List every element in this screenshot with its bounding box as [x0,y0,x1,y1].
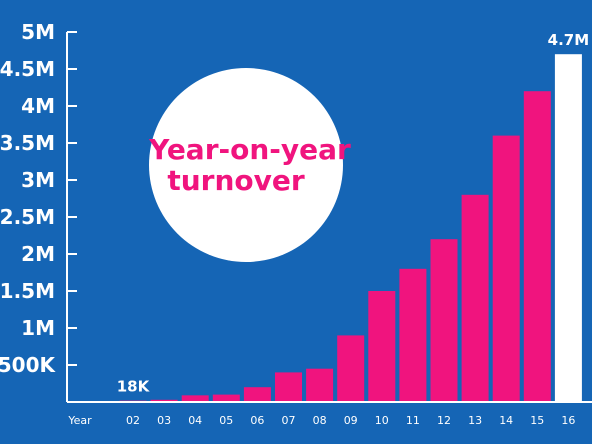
bars [119,54,582,402]
x-tick-label-06: 06 [250,414,264,427]
x-tick-label-11: 11 [406,414,420,427]
bar-13 [461,194,489,402]
x-tick-label-09: 09 [344,414,358,427]
y-tick-label-7: 4M [21,94,55,118]
bar-15 [523,91,551,402]
x-tick-label-15: 15 [530,414,544,427]
y-tick-label-4: 2.5M [0,205,55,229]
y-tick-label-5: 3M [21,168,55,192]
bar-06 [243,387,271,402]
x-tick-label-07: 07 [282,414,296,427]
x-tick-label-08: 08 [313,414,327,427]
x-tick-label-04: 04 [188,414,202,427]
title-badge-circle [149,68,343,262]
bar-04 [181,395,209,402]
data-label-02: 18K [117,378,151,396]
y-tick-label-3: 2M [21,242,55,266]
x-tick-label-10: 10 [375,414,389,427]
y-tick-label-0: 500K [0,353,56,377]
x-axis: Year 02 03 04 05 06 07 08 09 10 11 12 13 14 15 16 [67,401,592,427]
bar-14 [492,135,520,402]
title-line-2: turnover [167,164,305,197]
x-tick-label-12: 12 [437,414,451,427]
bar-11 [399,268,427,402]
bar-10 [368,291,396,402]
y-tick-label-8: 4.5M [0,57,55,81]
bar-12 [430,239,458,402]
x-tick-label-14: 14 [499,414,513,427]
bar-16 [554,54,582,402]
bar-09 [337,335,365,402]
x-axis-title: Year [67,414,92,427]
x-tick-label-02: 02 [126,414,140,427]
title-badge: Year-on-year turnover [148,68,351,262]
bar-08 [306,368,334,402]
bar-05 [212,394,240,402]
x-tick-label-03: 03 [157,414,171,427]
y-tick-label-6: 3.5M [0,131,55,155]
y-tick-label-1: 1M [21,316,55,340]
data-label-16: 4.7M [548,31,590,49]
bar-03 [150,399,178,402]
x-tick-label-13: 13 [468,414,482,427]
y-tick-label-9: 5M [21,20,55,44]
y-axis: 500K 1M 1.5M 2M 2.5M 3M 3.5M 4M 4.5M 5M [0,20,77,402]
x-tick-label-05: 05 [219,414,233,427]
bar-07 [275,372,302,402]
data-labels: 18K 4.7M [117,31,589,395]
x-tick-label-16: 16 [561,414,575,427]
title-line-1: Year-on-year [148,133,351,166]
y-tick-label-2: 1.5M [0,279,55,303]
